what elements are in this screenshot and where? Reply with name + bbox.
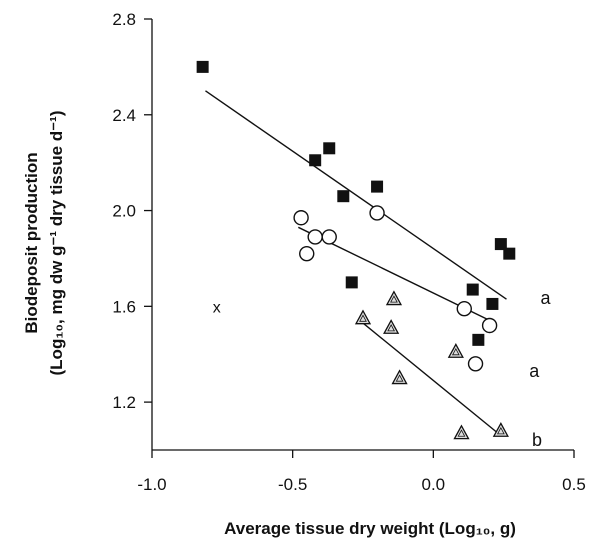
data-point-triangle [385,290,403,306]
data-point-square [309,154,322,167]
y-axis-title-line1: Biodeposit production [22,152,41,333]
data-point-square [323,142,336,155]
x-tick-label: 0.5 [562,475,586,494]
x-axis-title: Average tissue dry weight (Log₁₀, g) [224,519,516,538]
axes: -1.0 -0.5 0.0 0.5 1.2 1.6 2.0 2.4 2.8 [112,10,585,494]
regression-line [362,322,499,434]
x-tick-label: 0.0 [422,475,446,494]
data-point-triangle-inner [395,374,404,382]
data-point-triangle [447,343,464,358]
y-tick-label: 1.2 [112,393,136,412]
data-point-circle [307,229,323,245]
data-point-triangle [453,424,470,440]
data-point-circle [467,356,484,372]
data-point-triangle [354,309,372,325]
data-point-triangle-inner [387,324,396,332]
data-point-circle [293,210,309,226]
group-letter: a [540,288,551,308]
data-point-square [466,283,479,296]
data-point-square [337,190,350,203]
data-point-circle [321,229,337,245]
data-point-triangle-inner [496,426,505,435]
data-point-circle [369,205,385,221]
x-tick-label: -1.0 [137,475,166,494]
group-letter: a [529,361,540,381]
y-axis-title-line2: (Log₁₀, mg dw g⁻¹ dry tissue d⁻¹) [47,111,66,376]
data-point-triangle [391,369,408,385]
data-point-triangle-inner [359,314,367,322]
annotation-mark: x [213,299,221,316]
data-point-circle [456,301,472,317]
data-point-square [371,180,384,193]
y-tick-label: 1.6 [112,297,136,316]
data-point-square [503,247,516,260]
data-point-square [472,333,485,346]
data-point-circle [481,317,498,334]
data-point-triangle [492,422,509,437]
group-letter: b [532,430,542,450]
y-tick-label: 2.4 [112,106,136,125]
data-point-triangle-inner [451,347,460,356]
chart-labels: Average tissue dry weight (Log₁₀, g) Bio… [22,111,551,538]
data-point-circle [299,245,315,262]
data-point-triangle [383,319,400,334]
data-points [196,60,516,440]
data-point-square [486,297,499,310]
data-point-square [345,276,358,289]
data-point-triangle-inner [390,295,398,303]
regression-line [205,90,507,300]
data-point-square [196,60,209,73]
x-tick-label: -0.5 [278,475,307,494]
y-tick-label: 2.0 [112,202,136,221]
data-point-triangle-inner [457,429,466,437]
y-tick-label: 2.8 [112,10,136,29]
regression-lines [205,90,507,434]
data-point-square [494,238,507,251]
